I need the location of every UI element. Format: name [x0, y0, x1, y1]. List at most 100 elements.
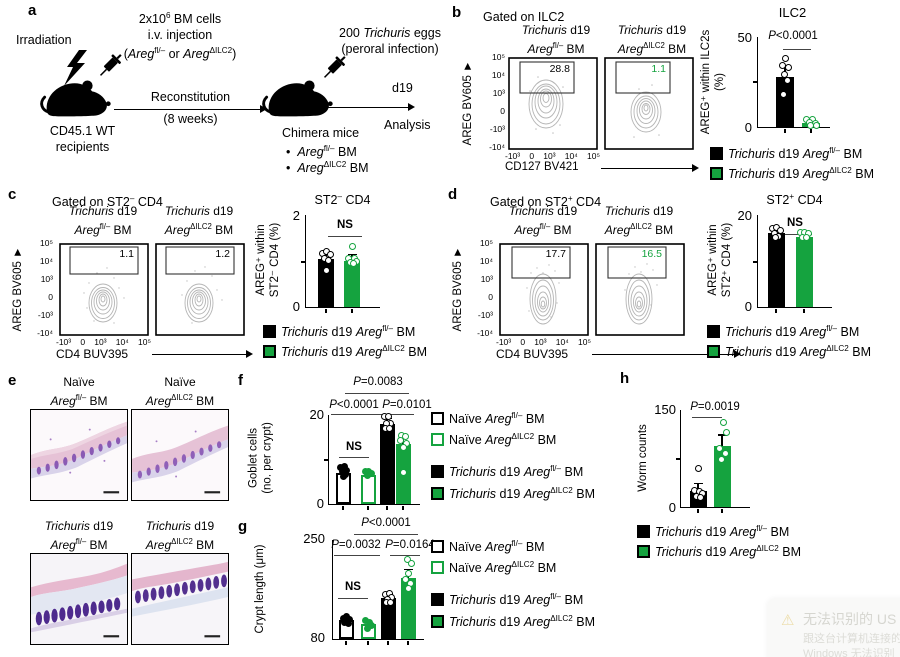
flow-y-ticks: 10⁵ 10⁴ 10³ 0 -10³ -10⁴ [477, 53, 505, 152]
chart-b-title: ILC2 [778, 5, 807, 20]
x-tick [775, 309, 777, 313]
legend-label: Naïve Aregfl/– BM [449, 539, 545, 555]
x-tick [810, 129, 812, 133]
significance-line [354, 534, 418, 536]
data-point [721, 450, 729, 458]
significance-line [390, 555, 420, 557]
y-tick-label: 20 [309, 407, 324, 422]
data-point [783, 76, 791, 84]
data-point [694, 464, 702, 472]
tick-label: 10⁵ [138, 337, 151, 347]
flow-plot-b-fl: 28.8 [508, 57, 598, 150]
tick-label: 10³ [94, 337, 107, 347]
notification-toast[interactable]: ⚠ 无法识别的 US 跟这台计算机连接的 Windows 无法识别 [767, 598, 900, 657]
legend-label: Trichuris d19 Aregfl/– BM [449, 592, 584, 608]
significance-line [692, 417, 722, 419]
legend-swatch-open-green [431, 561, 444, 575]
data-point [779, 91, 787, 99]
legend-swatch-black [710, 147, 723, 161]
scale-bar [103, 635, 120, 638]
histology-trichuris-dilc2-image [131, 553, 229, 645]
x-tick [407, 641, 409, 645]
significance-line [339, 457, 369, 459]
legend-swatch-green [431, 615, 444, 629]
legend-swatch-green [710, 167, 723, 181]
gated-on-st2pos-cd4: Gated on ST2+ CD4 [490, 194, 602, 210]
analysis-label: Analysis [384, 118, 431, 132]
gate-frequency: 1.2 [215, 248, 230, 260]
histology-title: Trichuris d19 Aregfl/– BM [44, 519, 114, 552]
y-tick-label: 0 [744, 120, 752, 135]
tick-label: 10⁴ [115, 337, 129, 347]
legend-swatch-green [263, 345, 276, 359]
bar-plot-ilc2 [757, 37, 830, 133]
y-tick [676, 458, 680, 460]
flow-y-axis-label: AREG BV605 ► [462, 60, 474, 146]
reconstitution-arrow [114, 104, 267, 113]
recipients-label: CD45.1 WT recipients [49, 124, 116, 154]
data-point [722, 428, 730, 436]
legend-label: Trichuris d19 AregΔILC2 BM [449, 486, 595, 502]
legend-label: Trichuris d19 AregΔILC2 BM [281, 344, 427, 360]
gate-frequency: 1.1 [119, 248, 134, 260]
legend-label: Trichuris d19 Aregfl/– BM [449, 464, 584, 480]
legend-item: Naïve Aregfl/– BM [431, 539, 545, 554]
data-point [781, 55, 789, 63]
legend-label: Naïve Aregfl/– BM [449, 411, 545, 427]
notification-title: 无法识别的 US [803, 611, 897, 627]
legend-label: Trichuris d19 AregΔILC2 BM [725, 344, 871, 360]
tick-label: 0 [529, 151, 535, 161]
tick-label: 10⁴ [491, 70, 505, 80]
lightning-icon [64, 50, 87, 86]
chimera-title: Chimera mice [282, 126, 360, 140]
data-point [349, 259, 357, 267]
y-tick-label: 150 [654, 402, 676, 417]
panel-b-label: b [452, 4, 462, 21]
bar-plot-goblet-cells [328, 412, 420, 510]
legend-swatch-black [431, 465, 444, 479]
data-point [324, 256, 332, 264]
legend-item: Trichuris d19 AregΔILC2 BM [263, 344, 427, 359]
notification-line: Windows 无法识别 [803, 648, 895, 657]
legend-label: Naïve AregΔILC2 BM [449, 432, 557, 448]
syringe-icon [320, 52, 349, 82]
data-point [717, 455, 725, 463]
legend-item: Trichuris d19 AregΔILC2 BM [431, 486, 595, 501]
flow-plot-d-dilc2: 16.5 [595, 243, 685, 336]
flow-x-axis-label: CD127 BV421 [505, 161, 579, 173]
bar [776, 76, 794, 127]
significance-line [386, 414, 414, 416]
reconstitution-weeks: (8 weeks) [163, 112, 218, 126]
histology-title: Naïve AregΔILC2 BM [145, 375, 215, 408]
x-tick [345, 641, 347, 645]
significance-line [331, 414, 382, 416]
tick-label: 10⁵ [587, 151, 600, 161]
tick-label: 0 [48, 292, 53, 302]
flow-plot-c-dilc2: 1.2 [155, 243, 245, 336]
tick-label: 0 [500, 106, 505, 116]
gate-box [607, 246, 667, 279]
bar [767, 233, 785, 307]
scale-bar [204, 635, 221, 638]
chart-d-title: ST2+ CD4 [766, 192, 823, 208]
tick-label: 10³ [40, 274, 53, 284]
x-axis-arrow [152, 349, 253, 358]
x-tick [697, 509, 699, 513]
gate-box [519, 61, 575, 94]
histology-naive-fl-image [30, 409, 128, 501]
data-point [802, 234, 810, 242]
ns-label: NS [787, 217, 803, 229]
flow-y-ticks: 10⁵ 10⁴ 10³ 0 -10³ -10⁴ [465, 239, 493, 338]
gate-frequency: 16.5 [642, 248, 663, 260]
x-tick [387, 641, 389, 645]
legend-item: Naïve AregΔILC2 BM [431, 432, 556, 447]
tick-label: 10⁴ [39, 256, 53, 266]
legend-swatch-green [431, 487, 444, 501]
flow-title: Trichuris d19 Aregfl/– BM [508, 204, 578, 237]
significance-line [783, 49, 811, 51]
data-point [696, 494, 704, 502]
panel-e-label: e [8, 372, 17, 389]
panel-a-label: a [28, 2, 37, 19]
legend-item: Trichuris d19 Aregfl/– BM [707, 324, 859, 339]
legend-label: Trichuris d19 AregΔILC2 BM [728, 166, 874, 182]
